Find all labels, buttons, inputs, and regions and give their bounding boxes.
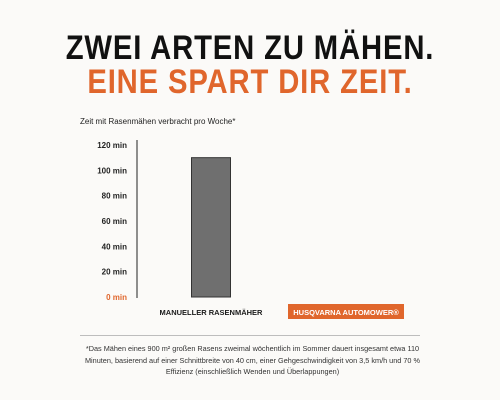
- y-tick-label: 100 min: [97, 166, 127, 175]
- headline-line-1: ZWEI ARTEN ZU MÄHEN.: [65, 29, 435, 67]
- footnote: *Das Mähen eines 900 m² großen Rasens zw…: [84, 344, 421, 376]
- y-tick-label: 80 min: [102, 192, 127, 201]
- y-tick-label: 40 min: [102, 242, 127, 251]
- category-label: HUSQVARNA AUTOMOWER®: [293, 308, 399, 317]
- bar-0: [191, 157, 231, 298]
- y-axis-ticks: 0 min 20 min 40 min 60 min 80 min 100 min 120 …: [97, 141, 127, 302]
- chart-title: Zeit mit Rasenmähen verbracht pro Woche*: [80, 117, 236, 126]
- bars: [191, 157, 231, 298]
- y-tick-label: 0 min: [106, 293, 127, 302]
- x-axis-labels: MANUELLER RASENMÄHER HUSQVARNA AUTOMOWER®: [160, 304, 404, 319]
- headline-line-2: EINE SPART DIR ZEIT.: [87, 63, 413, 101]
- category-label: MANUELLER RASENMÄHER: [160, 308, 264, 317]
- category-label-highlight: [288, 304, 404, 319]
- footnote-divider: [80, 335, 420, 336]
- y-tick-label: 60 min: [102, 217, 127, 226]
- y-tick-label: 20 min: [102, 268, 127, 277]
- y-tick-label: 120 min: [97, 141, 127, 150]
